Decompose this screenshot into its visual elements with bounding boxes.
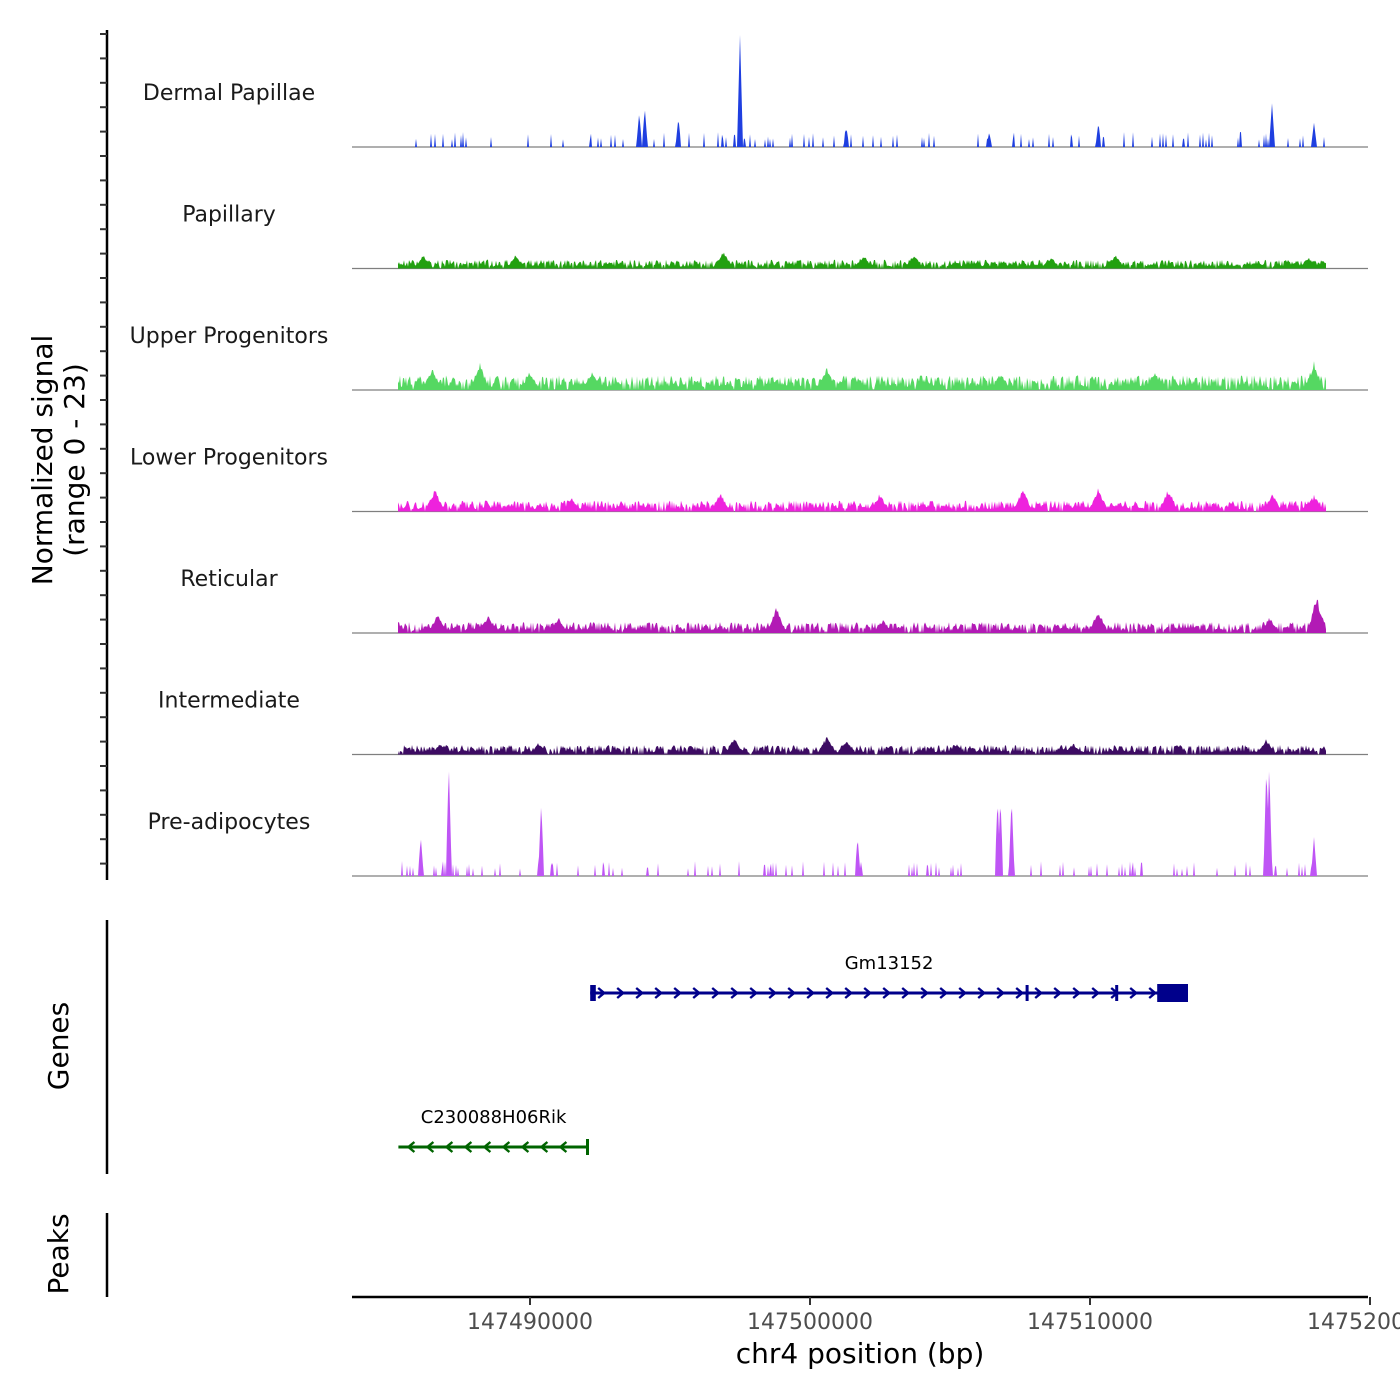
- strand-arrow: [787, 987, 797, 999]
- strand-arrow: [882, 987, 892, 999]
- strand-arrow: [958, 987, 968, 999]
- x-axis-title: chr4 position (bp): [736, 1337, 985, 1370]
- coverage-ylabel-line2: (range 0 - 23): [58, 363, 91, 557]
- track-label: Dermal Papillae: [143, 81, 315, 106]
- gene-exon: [1025, 985, 1029, 1001]
- strand-arrow: [749, 987, 759, 999]
- strand-arrow: [920, 987, 930, 999]
- coverage-area: [398, 361, 1326, 390]
- strand-arrow: [597, 987, 607, 999]
- track-label: Papillary: [182, 203, 276, 228]
- strand-arrow: [444, 1141, 454, 1153]
- strand-arrow: [977, 987, 987, 999]
- strand-arrow: [844, 987, 854, 999]
- track-label: Pre-adipocytes: [148, 810, 311, 835]
- x-tick-label: 147500000: [747, 1310, 873, 1335]
- strand-arrow: [482, 1141, 492, 1153]
- track-label: Lower Progenitors: [130, 446, 328, 471]
- track-intermediate: Intermediate: [158, 689, 1368, 756]
- coverage-area: [398, 771, 1326, 876]
- strand-arrow: [616, 987, 626, 999]
- strand-arrow: [1053, 987, 1063, 999]
- coverage-area: [398, 599, 1326, 633]
- strand-arrow: [939, 987, 949, 999]
- track-lower-progenitors: Lower Progenitors: [130, 446, 1368, 513]
- strand-arrow: [463, 1141, 473, 1153]
- strand-arrow: [711, 987, 721, 999]
- strand-arrow: [901, 987, 911, 999]
- x-tick-label: 147510000: [1027, 1310, 1153, 1335]
- strand-arrow: [996, 987, 1006, 999]
- gene-gm13152: Gm13152: [590, 953, 1188, 1002]
- strand-arrow: [768, 987, 778, 999]
- coverage-ylabel-line1: Normalized signal: [26, 335, 59, 586]
- gene-label: Gm13152: [845, 953, 934, 974]
- gene-track: Gm13152 C230088H06Rik: [398, 953, 1188, 1155]
- strand-arrow: [635, 987, 645, 999]
- coverage-area: [398, 252, 1326, 269]
- track-pre-adipocytes: Pre-adipocytes: [148, 771, 1368, 877]
- strand-arrow: [1015, 987, 1025, 999]
- strand-arrow: [425, 1141, 435, 1153]
- track-upper-progenitors: Upper Progenitors: [130, 324, 1368, 391]
- coverage-y-axis-title: Normalized signal (range 0 - 23): [26, 335, 91, 586]
- strand-arrow: [806, 987, 816, 999]
- gene-exon: [1157, 984, 1188, 1002]
- x-tick-label: 147520000: [1307, 1310, 1400, 1335]
- strand-arrow: [692, 987, 702, 999]
- strand-arrow: [654, 987, 664, 999]
- strand-arrow: [863, 987, 873, 999]
- strand-arrow: [673, 987, 683, 999]
- strand-arrow: [1072, 987, 1082, 999]
- strand-arrow: [1148, 987, 1158, 999]
- gene-exon: [1115, 985, 1119, 1001]
- gene-c230088h06rik: C230088H06Rik: [398, 1107, 589, 1155]
- x-tick-label: 147490000: [467, 1310, 593, 1335]
- strand-arrow: [1034, 987, 1044, 999]
- strand-arrow: [730, 987, 740, 999]
- track-dermal-papillae: Dermal Papillae: [143, 35, 1368, 148]
- coverage-area: [398, 737, 1326, 755]
- x-axis-ticks: 147490000 147500000 147510000 147520000: [467, 1297, 1400, 1335]
- coverage-area: [398, 35, 1326, 147]
- gene-exon: [586, 1139, 589, 1155]
- strand-arrow: [406, 1141, 416, 1153]
- strand-arrow: [825, 987, 835, 999]
- track-label: Reticular: [180, 567, 278, 592]
- peaks-ylabel: Peaks: [42, 1213, 75, 1294]
- gene-exon: [590, 985, 596, 1001]
- strand-arrow: [558, 1141, 568, 1153]
- coverage-y-ticks: [100, 33, 107, 865]
- track-label: Upper Progenitors: [130, 324, 329, 349]
- gene-label: C230088H06Rik: [421, 1107, 567, 1128]
- strand-arrow: [520, 1141, 530, 1153]
- track-reticular: Reticular: [180, 567, 1368, 634]
- strand-arrow: [1091, 987, 1101, 999]
- track-label: Intermediate: [158, 689, 300, 714]
- coverage-tracks: Dermal Papillae Papillary Upper Progenitor…: [130, 35, 1368, 877]
- coverage-area: [398, 488, 1326, 512]
- strand-arrow: [1129, 987, 1139, 999]
- strand-arrow: [501, 1141, 511, 1153]
- track-papillary: Papillary: [182, 203, 1368, 270]
- genes-ylabel: Genes: [42, 1002, 75, 1090]
- strand-arrow: [539, 1141, 549, 1153]
